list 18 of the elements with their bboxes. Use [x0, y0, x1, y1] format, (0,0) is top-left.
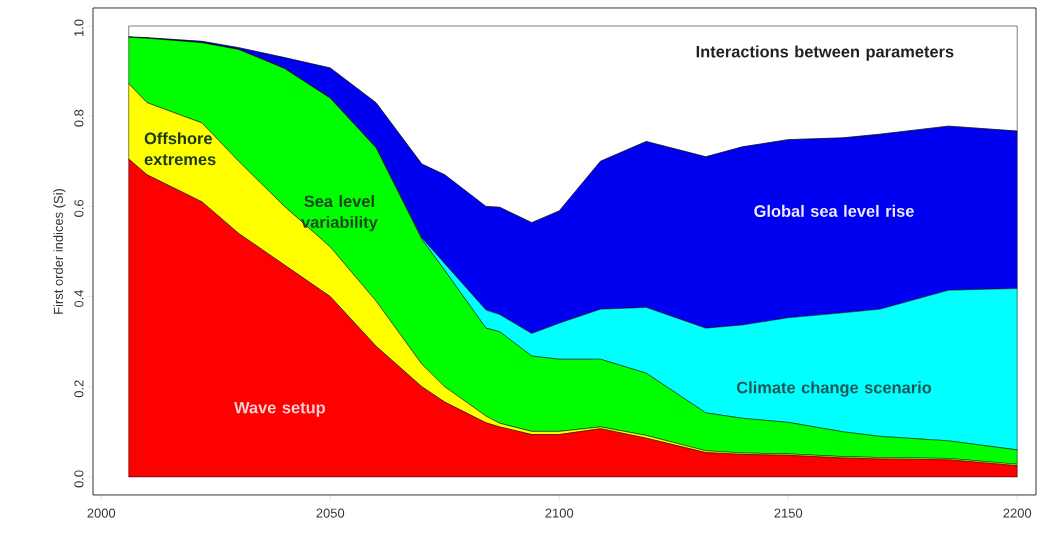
series-label: Sea level variability [301, 195, 378, 232]
y-tick-label: 0.4 [74, 289, 84, 308]
x-tick-label: 2100 [545, 508, 574, 518]
series-label: Climate change scenario [736, 381, 932, 397]
series-label: Wave setup [234, 401, 325, 417]
x-tick-label: 2000 [87, 508, 116, 518]
x-tick-label: 2050 [316, 508, 345, 518]
series-label: Offshore extremes [144, 132, 216, 166]
x-tick-label: 2200 [1003, 508, 1032, 518]
y-tick-label: 1.0 [74, 19, 84, 37]
y-tick-label: 0.0 [74, 470, 84, 488]
y-tick-label: 0.6 [74, 199, 84, 217]
series-label: Global sea level rise [754, 204, 914, 217]
y-tick-label: 0.8 [74, 109, 84, 127]
y-axis-title: First order indices (Si) [53, 188, 66, 314]
y-tick-label: 0.2 [74, 380, 84, 398]
x-tick-label: 2150 [774, 508, 803, 518]
series-label: Interactions between parameters [696, 45, 954, 61]
